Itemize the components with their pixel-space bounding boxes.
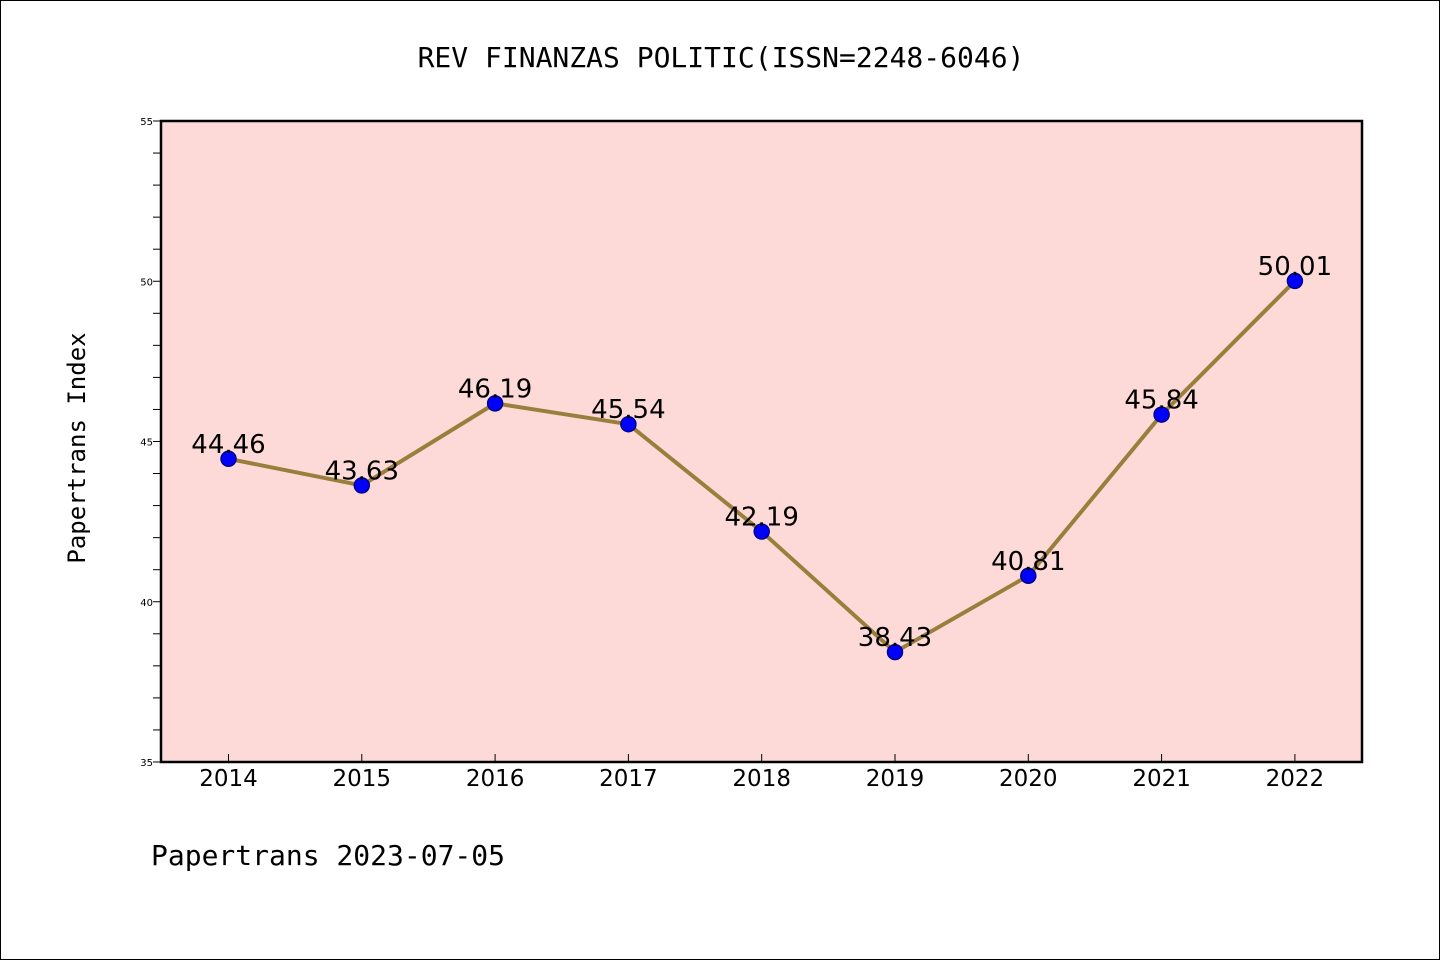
x-tick-label: 2021: [1132, 766, 1191, 792]
x-tick-label: 2018: [732, 766, 791, 792]
data-point: [620, 415, 637, 433]
plot-border: [159, 119, 1364, 764]
y-tick-label: 55: [140, 117, 153, 128]
data-point: [1286, 272, 1304, 290]
data-label: 46.19: [458, 374, 532, 404]
data-point: [486, 395, 504, 412]
data-label: 43.63: [325, 456, 399, 486]
footer-text: Papertrans 2023-07-05: [151, 839, 505, 872]
data-labels: 44.46 43.63 46.19 45.54 42.19 38.43 40.81 45.84…: [191, 252, 1332, 653]
x-tick-label: 2022: [1266, 766, 1325, 792]
y-axis-label: Papertrans Index: [63, 332, 91, 563]
x-axis: 2014 2015 2016 2017 2018 2019 2020 2021 2022: [199, 754, 1324, 792]
data-points: [220, 272, 1304, 661]
data-point: [1020, 567, 1037, 585]
data-label: 38.43: [858, 623, 932, 653]
y-tick-label: 45: [140, 438, 153, 449]
data-point: [753, 523, 770, 540]
x-tick-label: 2019: [866, 766, 925, 792]
data-label: 42.19: [724, 503, 798, 533]
data-label: 45.84: [1124, 386, 1198, 416]
x-tick-label: 2016: [466, 766, 525, 792]
data-label: 45.54: [591, 395, 665, 425]
data-label: 40.81: [991, 547, 1065, 577]
data-point: [220, 450, 237, 468]
y-tick-label: 40: [140, 598, 153, 609]
data-point: [1153, 406, 1170, 423]
data-point: [353, 477, 371, 494]
chart-title: REV FINANZAS POLITIC(ISSN=2248-6046): [418, 41, 1025, 74]
data-label: 44.46: [191, 430, 265, 460]
y-tick-label: 35: [140, 758, 153, 769]
y-tick-label: 50: [140, 277, 153, 288]
x-tick-label: 2017: [599, 766, 658, 792]
data-label: 50.01: [1258, 252, 1332, 282]
x-tick-label: 2014: [199, 766, 258, 792]
data-point: [886, 643, 904, 661]
x-tick-label: 2020: [999, 766, 1058, 792]
y-axis: 35 40 45 50 55: [140, 117, 161, 769]
x-tick-label: 2015: [333, 766, 392, 792]
plot-area: [161, 121, 1362, 762]
